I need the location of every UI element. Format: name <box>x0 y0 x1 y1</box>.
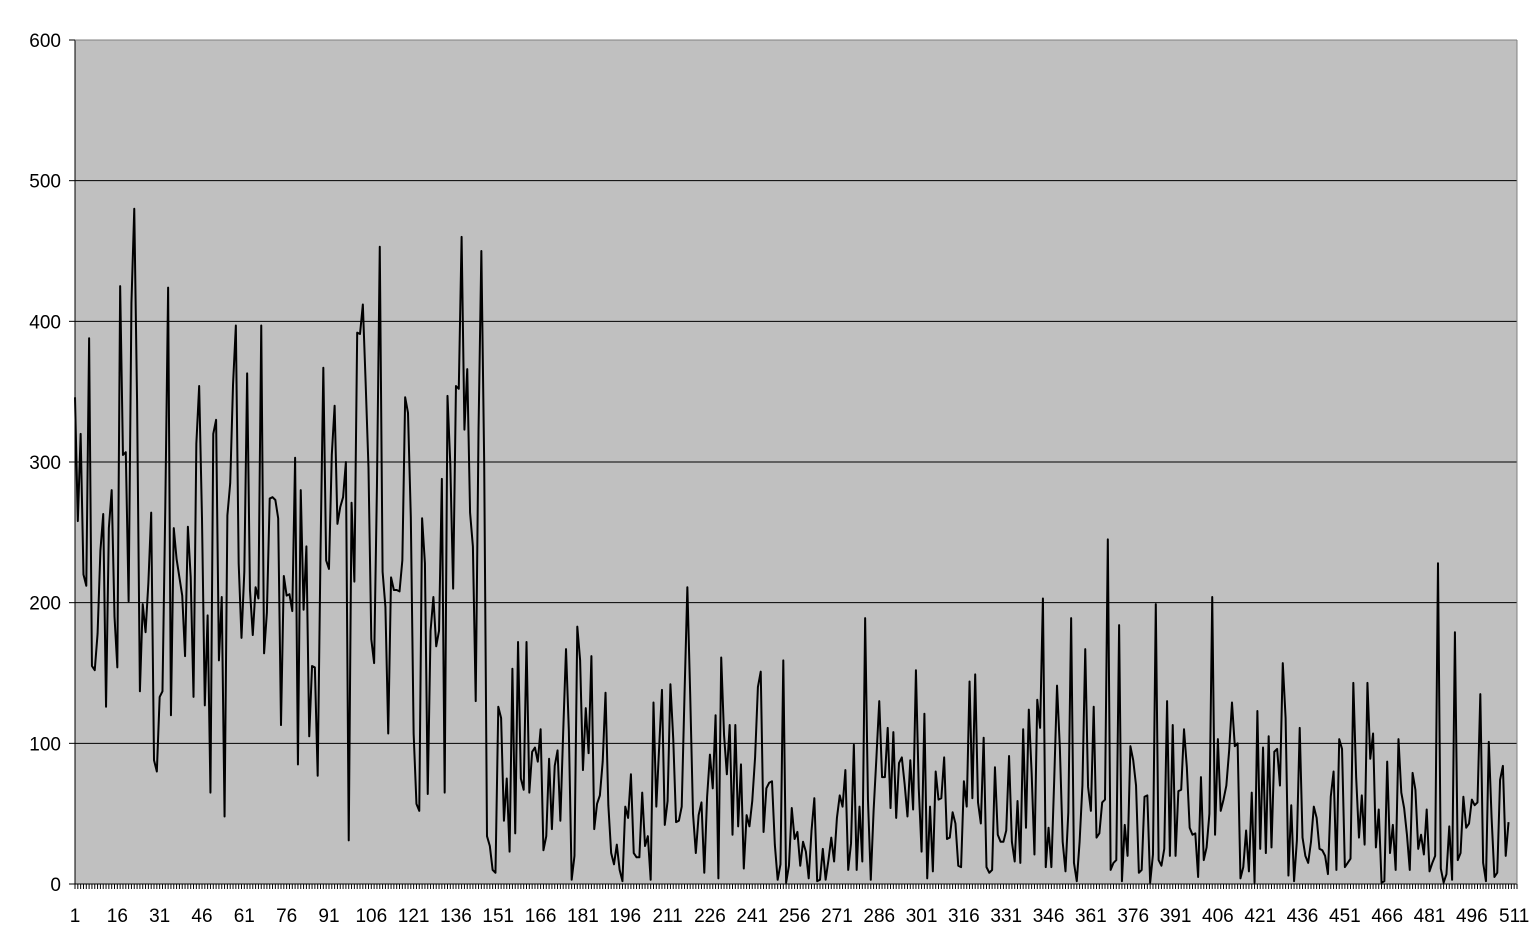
x-tick-label: 151 <box>482 906 514 927</box>
x-tick-label: 16 <box>107 906 128 927</box>
y-tick-label: 600 <box>29 31 61 52</box>
y-axis-ticks: 0 100 200 300 400 500 600 <box>29 31 75 896</box>
x-tick-label: 256 <box>779 906 811 927</box>
x-tick-label: 76 <box>276 906 297 927</box>
x-tick-label: 181 <box>567 906 599 927</box>
x-tick-label: 331 <box>990 906 1022 927</box>
x-tick-label: 346 <box>1033 906 1065 927</box>
x-tick-label: 406 <box>1202 906 1234 927</box>
x-tick-label: 301 <box>906 906 938 927</box>
x-tick-label: 511 <box>1499 906 1529 927</box>
x-tick-label: 466 <box>1371 906 1403 927</box>
x-tick-label: 136 <box>440 906 472 927</box>
x-tick-label: 196 <box>609 906 641 927</box>
x-tick-label: 166 <box>525 906 557 927</box>
x-tick-label: 61 <box>234 906 255 927</box>
x-tick-label: 31 <box>149 906 170 927</box>
y-tick-label: 500 <box>29 172 61 193</box>
x-tick-label: 436 <box>1287 906 1319 927</box>
x-tick-label: 106 <box>355 906 387 927</box>
y-tick-label: 200 <box>29 594 61 615</box>
x-tick-label: 46 <box>191 906 212 927</box>
x-tick-label: 241 <box>736 906 768 927</box>
x-tick-label: 121 <box>398 906 430 927</box>
y-tick-label: 300 <box>29 453 61 474</box>
series-line <box>74 207 1510 884</box>
y-tick-label: 0 <box>50 875 61 896</box>
x-tick-label: 1 <box>70 906 81 927</box>
x-axis-ticks: 1 16 31 46 61 76 91 106 121 136 151 166 181 196 211 226… <box>70 884 1529 927</box>
x-tick-label: 481 <box>1414 906 1446 927</box>
x-tick-label: 451 <box>1329 906 1361 927</box>
x-tick-label: 316 <box>948 906 980 927</box>
x-tick-label: 91 <box>318 906 339 927</box>
x-tick-label: 271 <box>821 906 853 927</box>
x-tick-label: 226 <box>694 906 726 927</box>
gridlines <box>75 180 1517 744</box>
x-tick-label: 496 <box>1456 906 1488 927</box>
x-tick-label: 421 <box>1244 906 1276 927</box>
x-tick-label: 211 <box>652 906 682 927</box>
y-tick-label: 100 <box>29 734 61 755</box>
x-tick-label: 361 <box>1075 906 1107 927</box>
x-tick-label: 286 <box>863 906 895 927</box>
x-tick-label: 391 <box>1160 906 1192 927</box>
x-tick-label: 376 <box>1117 906 1149 927</box>
y-tick-label: 400 <box>29 312 61 333</box>
